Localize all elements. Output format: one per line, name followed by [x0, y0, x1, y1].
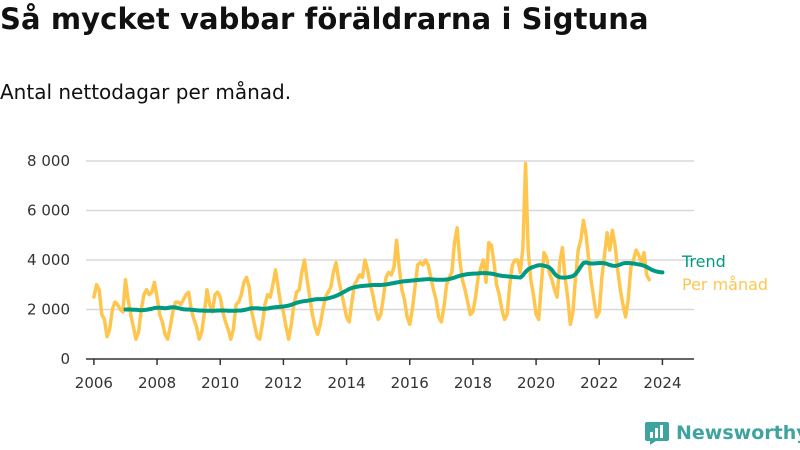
y-tick-label: 8 000: [27, 152, 70, 170]
x-tick-label: 2022: [580, 374, 618, 392]
x-tick-label: 2014: [327, 374, 365, 392]
series-label-per-manad: Per månad: [682, 275, 768, 294]
series-lines: [92, 161, 665, 341]
y-tick-label: 4 000: [27, 251, 70, 269]
x-tick-label: 2006: [75, 374, 113, 392]
x-tick-label: 2012: [264, 374, 302, 392]
newsworthy-chat-bars-icon: [645, 422, 669, 445]
x-axis: 2006 2008 2010 2012 2014 2016 2018 2020 2022 2024: [75, 358, 694, 392]
x-tick-label: 2008: [138, 374, 176, 392]
y-tick-label: 2 000: [27, 301, 70, 319]
chart-subtitle: Antal nettodagar per månad.: [0, 80, 292, 104]
y-tick-label: 0: [60, 350, 70, 368]
y-tick-label: 6 000: [27, 202, 70, 220]
x-tick-label: 2016: [391, 374, 429, 392]
series-line-trend: [123, 260, 665, 313]
x-tick-label: 2018: [454, 374, 492, 392]
newsworthy-logo: Newsworthy: [644, 420, 800, 446]
series-line-per-manad: [92, 161, 652, 341]
x-tick-label: 2024: [643, 374, 681, 392]
x-tick-label: 2010: [201, 374, 239, 392]
y-axis-ticks: 0 2 000 4 000 6 000 8 000: [27, 152, 70, 368]
chart-title: Så mycket vabbar föräldrarna i Sigtuna: [0, 2, 649, 36]
series-label-trend: Trend: [681, 252, 726, 271]
x-tick-label: 2020: [517, 374, 555, 392]
series-labels: Trend Per månad: [681, 252, 768, 294]
newsworthy-logo-text: Newsworthy: [676, 422, 800, 444]
